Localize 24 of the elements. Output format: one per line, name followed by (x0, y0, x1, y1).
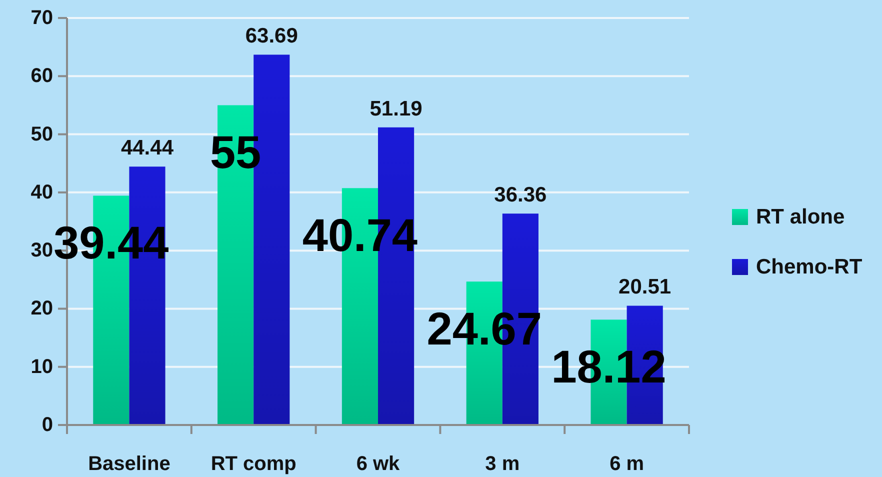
data-label: 44.44 (120, 136, 174, 160)
legend-label: Chemo-RT (756, 256, 862, 278)
x-tick-label: 6 m (610, 453, 644, 475)
y-tick-label: 10 (30, 356, 53, 378)
x-tick-label: RT comp (210, 453, 296, 475)
y-tick-label: 30 (30, 240, 53, 262)
data-label: 24.67 (426, 302, 542, 355)
y-tick-label: 20 (30, 298, 53, 320)
y-tick-label: 70 (30, 7, 53, 29)
data-label: 40.74 (302, 209, 418, 262)
x-tick-label: 6 wk (356, 453, 401, 475)
data-label: 20.51 (618, 276, 672, 299)
y-tick-label: 60 (30, 65, 53, 88)
legend-label: RT alone (756, 206, 845, 228)
y-tick-label: 0 (42, 414, 53, 436)
data-label: 63.69 (245, 24, 298, 48)
data-label: 18.12 (551, 340, 666, 393)
data-label: 51.19 (370, 97, 422, 120)
x-tick-label: Baseline (88, 453, 170, 475)
data-label: 36.36 (494, 184, 547, 207)
data-label: 39.44 (54, 216, 170, 269)
x-tick-label: 3 m (485, 453, 520, 475)
y-tick-label: 50 (30, 123, 53, 146)
y-tick-label: 40 (30, 181, 53, 204)
